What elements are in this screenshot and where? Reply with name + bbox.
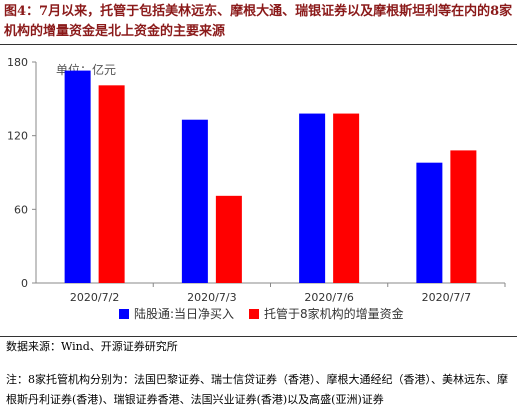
x-tick-label: 2020/7/7 xyxy=(422,291,471,304)
bar-custody xyxy=(215,195,242,283)
bar-custody xyxy=(333,113,360,283)
bar-net-buy xyxy=(64,70,91,283)
y-tick-label: 120 xyxy=(7,130,28,143)
x-tick-label: 2020/7/2 xyxy=(70,291,119,304)
legend-swatch xyxy=(119,309,129,319)
bar-custody xyxy=(450,150,477,283)
x-tick-label: 2020/7/6 xyxy=(304,291,353,304)
data-source: 数据来源：Wind、开源证券研究所 xyxy=(6,340,178,353)
legend-swatch xyxy=(249,309,259,319)
top-rule xyxy=(0,44,517,45)
legend-label: 托管于8家机构的增量资金 xyxy=(264,306,404,321)
figure-caption: 图4：7月以来，托管于包括美林远东、摩根大通、瑞银证券以及摩根斯坦利等在内的8家… xyxy=(4,4,513,39)
bar-net-buy xyxy=(416,162,443,283)
bar-net-buy xyxy=(299,113,326,283)
bar-custody xyxy=(98,85,125,283)
bottom-rule xyxy=(0,336,517,337)
y-tick-label: 0 xyxy=(21,277,28,290)
footnote: 注：8家托管机构分别为：法国巴黎证券、瑞士信贷证券（香港）、摩根大通经纪（香港）… xyxy=(6,373,508,406)
bar-net-buy xyxy=(181,119,208,283)
legend-label: 陆股通:当日净买入 xyxy=(134,306,234,321)
x-tick-label: 2020/7/3 xyxy=(187,291,236,304)
y-tick-label: 60 xyxy=(14,203,28,216)
y-tick-label: 180 xyxy=(7,56,28,69)
